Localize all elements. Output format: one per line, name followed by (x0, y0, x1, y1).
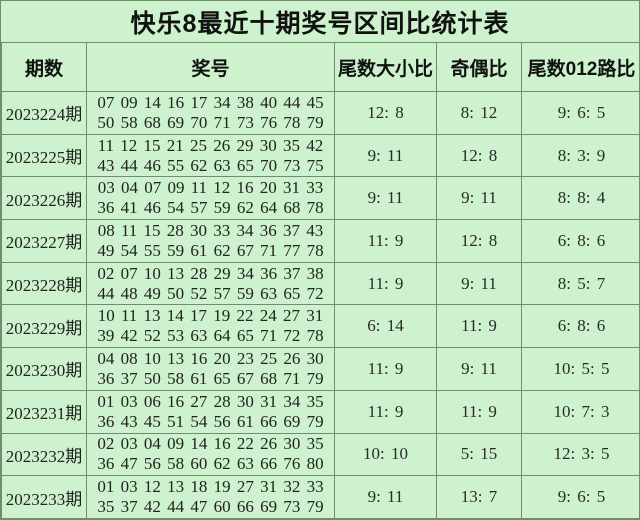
tail-size-ratio-cell: 6: 14 (334, 304, 437, 349)
table-row: 2023227期 08 11 15 28 30 33 34 36 37 43 4… (1, 219, 640, 263)
period-cell: 2023227期 (1, 219, 87, 263)
tail-012-ratio-cell: 12: 3: 5 (521, 432, 640, 477)
table-row: 2023229期 10 11 13 14 17 19 22 24 27 31 3… (1, 304, 640, 349)
table-row: 2023233期 01 03 12 13 18 19 27 31 32 33 3… (1, 475, 640, 519)
odd-even-ratio-cell: 13: 7 (436, 475, 522, 519)
table-body: 2023224期 07 09 14 16 17 34 38 40 44 45 5… (1, 91, 640, 519)
period-cell: 2023229期 (1, 304, 87, 349)
odd-even-ratio-cell: 9: 11 (436, 347, 522, 391)
tail-size-ratio-cell: 11: 9 (334, 389, 437, 434)
tail-012-ratio-cell: 10: 5: 5 (521, 347, 640, 391)
table-row: 2023226期 03 04 07 09 11 12 16 20 31 33 3… (1, 176, 640, 221)
period-cell: 2023226期 (1, 176, 87, 221)
tail-012-ratio-cell: 6: 8: 6 (521, 219, 640, 263)
odd-even-ratio-cell: 9: 11 (436, 261, 522, 306)
numbers-line-1: 01 03 12 13 18 19 27 31 32 33 (97, 477, 324, 497)
odd-even-ratio-cell: 5: 15 (436, 432, 522, 477)
page-title: 快乐8最近十期奖号区间比统计表 (130, 9, 510, 38)
numbers-line-2: 50 58 68 69 70 71 73 76 78 79 (97, 112, 324, 132)
table-row: 2023228期 02 07 10 13 28 29 34 36 37 38 4… (1, 261, 640, 306)
numbers-line-1: 07 09 14 16 17 34 38 40 44 45 (97, 92, 324, 112)
tail-012-ratio-cell: 9: 6: 5 (521, 91, 640, 135)
tail-size-ratio-cell: 11: 9 (334, 261, 437, 306)
tail-size-ratio-cell: 10: 10 (334, 432, 437, 477)
table-row: 2023232期 02 03 04 09 14 16 22 26 30 35 3… (1, 432, 640, 477)
column-header-tail-012-ratio: 尾数012路比 (521, 42, 640, 92)
numbers-line-1: 11 12 15 21 25 26 29 30 35 42 (97, 135, 324, 155)
numbers-line-1: 04 08 10 13 16 20 23 25 26 30 (97, 348, 324, 368)
numbers-line-2: 36 47 56 58 60 62 63 66 76 80 (97, 454, 324, 474)
odd-even-ratio-cell: 9: 11 (436, 176, 522, 221)
numbers-cell: 10 11 13 14 17 19 22 24 27 31 39 42 52 5… (86, 304, 335, 349)
header-row: 期数 奖号 尾数大小比 奇偶比 尾数012路比 (1, 42, 640, 92)
tail-012-ratio-cell: 8: 5: 7 (521, 261, 640, 306)
tail-012-ratio-cell: 8: 3: 9 (521, 133, 640, 178)
period-cell: 2023224期 (1, 91, 87, 135)
tail-012-ratio-cell: 10: 7: 3 (521, 389, 640, 434)
table-row: 2023225期 11 12 15 21 25 26 29 30 35 42 4… (1, 133, 640, 178)
odd-even-ratio-cell: 11: 9 (436, 389, 522, 434)
tail-size-ratio-cell: 11: 9 (334, 219, 437, 263)
numbers-cell: 08 11 15 28 30 33 34 36 37 43 49 54 55 5… (86, 219, 335, 263)
odd-even-ratio-cell: 12: 8 (436, 133, 522, 178)
tail-012-ratio-cell: 8: 8: 4 (521, 176, 640, 221)
odd-even-ratio-cell: 11: 9 (436, 304, 522, 349)
odd-even-ratio-cell: 12: 8 (436, 219, 522, 263)
numbers-line-1: 01 03 06 16 27 28 30 31 34 35 (97, 391, 324, 411)
table-row: 2023231期 01 03 06 16 27 28 30 31 34 35 3… (1, 389, 640, 434)
numbers-cell: 03 04 07 09 11 12 16 20 31 33 36 41 46 5… (86, 176, 335, 221)
numbers-line-1: 02 03 04 09 14 16 22 26 30 35 (97, 434, 324, 454)
numbers-line-1: 02 07 10 13 28 29 34 36 37 38 (97, 263, 324, 283)
numbers-line-1: 10 11 13 14 17 19 22 24 27 31 (97, 306, 324, 326)
numbers-cell: 04 08 10 13 16 20 23 25 26 30 36 37 50 5… (86, 347, 335, 391)
numbers-cell: 02 07 10 13 28 29 34 36 37 38 44 48 49 5… (86, 261, 335, 306)
numbers-cell: 11 12 15 21 25 26 29 30 35 42 43 44 46 5… (86, 133, 335, 178)
column-header-numbers: 奖号 (86, 42, 335, 92)
table-row: 2023230期 04 08 10 13 16 20 23 25 26 30 3… (1, 347, 640, 391)
numbers-line-2: 49 54 55 59 61 62 67 71 77 78 (97, 240, 324, 260)
tail-size-ratio-cell: 11: 9 (334, 347, 437, 391)
period-cell: 2023225期 (1, 133, 87, 178)
numbers-cell: 02 03 04 09 14 16 22 26 30 35 36 47 56 5… (86, 432, 335, 477)
period-cell: 2023231期 (1, 389, 87, 434)
period-cell: 2023230期 (1, 347, 87, 391)
stats-table: 期数 奖号 尾数大小比 奇偶比 尾数012路比 2023224期 07 09 1… (1, 42, 640, 519)
column-header-period: 期数 (1, 42, 87, 92)
numbers-cell: 07 09 14 16 17 34 38 40 44 45 50 58 68 6… (86, 91, 335, 135)
period-cell: 2023232期 (1, 432, 87, 477)
numbers-line-2: 43 44 46 55 62 63 65 70 73 75 (97, 155, 324, 175)
tail-012-ratio-cell: 6: 8: 6 (521, 304, 640, 349)
numbers-line-2: 44 48 49 50 52 57 59 63 65 72 (97, 283, 324, 303)
column-header-odd-even-ratio: 奇偶比 (436, 42, 522, 92)
numbers-line-1: 03 04 07 09 11 12 16 20 31 33 (97, 178, 324, 198)
numbers-line-2: 36 37 50 58 61 65 67 68 71 79 (97, 368, 324, 388)
tail-size-ratio-cell: 9: 11 (334, 475, 437, 519)
numbers-line-2: 39 42 52 53 63 64 65 71 72 78 (97, 326, 324, 346)
numbers-line-1: 08 11 15 28 30 33 34 36 37 43 (97, 220, 324, 240)
numbers-cell: 01 03 06 16 27 28 30 31 34 35 36 43 45 5… (86, 389, 335, 434)
tail-size-ratio-cell: 9: 11 (334, 176, 437, 221)
numbers-line-2: 36 41 46 54 57 59 62 64 68 78 (97, 198, 324, 218)
odd-even-ratio-cell: 8: 12 (436, 91, 522, 135)
numbers-line-2: 35 37 42 44 47 60 66 69 73 79 (97, 497, 324, 517)
column-header-tail-size-ratio: 尾数大小比 (334, 42, 437, 92)
tail-012-ratio-cell: 9: 6: 5 (521, 475, 640, 519)
tail-size-ratio-cell: 9: 11 (334, 133, 437, 178)
period-cell: 2023233期 (1, 475, 87, 519)
numbers-line-2: 36 43 45 51 54 56 61 66 69 79 (97, 411, 324, 431)
period-cell: 2023228期 (1, 261, 87, 306)
numbers-cell: 01 03 12 13 18 19 27 31 32 33 35 37 42 4… (86, 475, 335, 519)
tail-size-ratio-cell: 12: 8 (334, 91, 437, 135)
table-row: 2023224期 07 09 14 16 17 34 38 40 44 45 5… (1, 91, 640, 135)
